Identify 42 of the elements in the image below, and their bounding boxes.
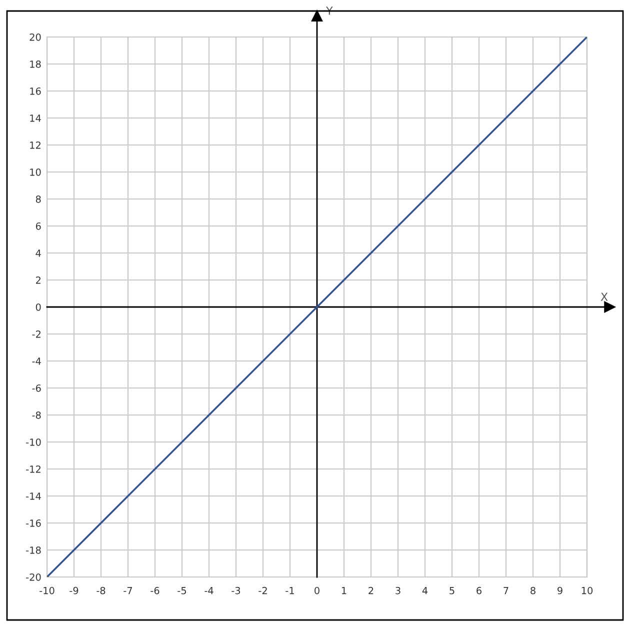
x-tick-label: -9 <box>70 586 78 594</box>
x-tick-label: -4 <box>204 587 214 594</box>
x-tick-label: -2 <box>258 586 267 594</box>
x-tick-label: 3 <box>396 586 400 594</box>
y-tick-label: 14 <box>30 114 41 122</box>
y-tick-label: -16 <box>26 519 41 527</box>
x-tick-label: -6 <box>150 586 160 594</box>
x-tick-label: -5 <box>178 587 186 594</box>
y-tick-label: -10 <box>26 438 41 446</box>
x-tick-label: 6 <box>476 586 482 594</box>
x-tick-label: -8 <box>96 586 106 594</box>
y-tick-label: 18 <box>30 60 41 68</box>
x-tick-label: 8 <box>530 586 536 594</box>
y-tick-label: 0 <box>36 303 41 311</box>
y-tick-label: 4 <box>36 250 41 257</box>
x-tick-label: -7 <box>124 587 132 594</box>
x-tick-label: 7 <box>504 587 508 594</box>
x-tick-label: 0 <box>314 586 320 594</box>
y-tick-label: 12 <box>30 141 40 149</box>
y-tick-label: -14 <box>26 492 41 500</box>
y-tick-label: 20 <box>30 33 41 41</box>
y-tick-label: -12 <box>26 465 40 473</box>
x-axis-title: X <box>600 292 608 301</box>
x-tick-label: -1 <box>286 587 294 594</box>
y-tick-label: -2 <box>32 330 40 338</box>
y-tick-label: 10 <box>30 168 41 176</box>
x-tick-label: 4 <box>422 587 428 594</box>
y-tick-label: -20 <box>26 573 41 581</box>
x-tick-label: 1 <box>342 587 346 594</box>
x-tick-label: 10 <box>582 586 593 594</box>
y-tick-label: 8 <box>36 195 41 203</box>
x-tick-label: 5 <box>450 587 454 594</box>
y-tick-label: 6 <box>36 222 41 230</box>
y-tick-label: -18 <box>26 546 41 554</box>
y-tick-label: -8 <box>32 411 41 419</box>
x-tick-label: 9 <box>558 586 562 594</box>
y-tick-label: -6 <box>32 384 41 392</box>
y-tick-label: -4 <box>32 358 41 365</box>
x-tick-label: 2 <box>368 586 374 594</box>
y-tick-label: 16 <box>30 87 41 95</box>
y-tick-label: 2 <box>36 276 40 284</box>
x-tick-label: -3 <box>232 586 240 594</box>
